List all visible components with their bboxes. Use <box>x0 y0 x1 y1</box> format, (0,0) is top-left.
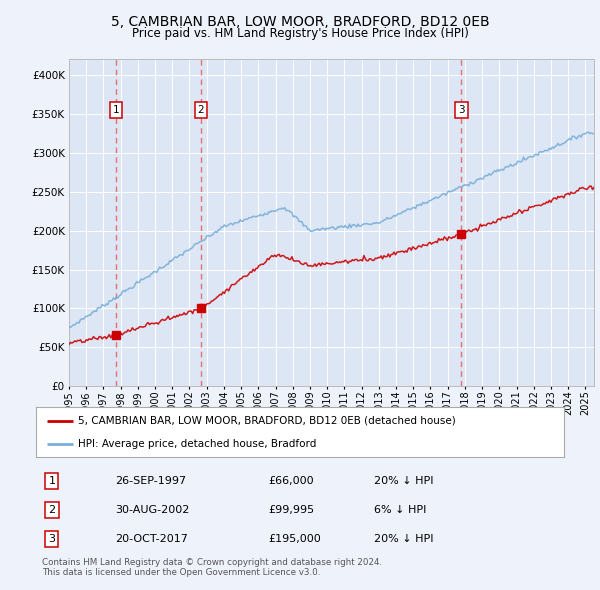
Text: 1: 1 <box>49 476 55 486</box>
Text: £195,000: £195,000 <box>268 535 321 544</box>
Text: £99,995: £99,995 <box>268 505 314 515</box>
Text: HPI: Average price, detached house, Bradford: HPI: Average price, detached house, Brad… <box>78 439 317 449</box>
Text: 5, CAMBRIAN BAR, LOW MOOR, BRADFORD, BD12 0EB: 5, CAMBRIAN BAR, LOW MOOR, BRADFORD, BD1… <box>110 15 490 29</box>
Text: 20% ↓ HPI: 20% ↓ HPI <box>374 535 433 544</box>
Text: 2: 2 <box>197 105 204 114</box>
Text: 5, CAMBRIAN BAR, LOW MOOR, BRADFORD, BD12 0EB (detached house): 5, CAMBRIAN BAR, LOW MOOR, BRADFORD, BD1… <box>78 415 456 425</box>
Text: 1: 1 <box>113 105 119 114</box>
Text: Contains HM Land Registry data © Crown copyright and database right 2024.
This d: Contains HM Land Registry data © Crown c… <box>42 558 382 577</box>
Text: 2: 2 <box>48 505 55 515</box>
Text: £66,000: £66,000 <box>268 476 314 486</box>
Text: 6% ↓ HPI: 6% ↓ HPI <box>374 505 426 515</box>
Text: 20% ↓ HPI: 20% ↓ HPI <box>374 476 433 486</box>
Text: 26-SEP-1997: 26-SEP-1997 <box>115 476 187 486</box>
Text: 20-OCT-2017: 20-OCT-2017 <box>115 535 188 544</box>
Text: 3: 3 <box>458 105 465 114</box>
Text: 30-AUG-2002: 30-AUG-2002 <box>115 505 190 515</box>
Text: 3: 3 <box>49 535 55 544</box>
Text: Price paid vs. HM Land Registry's House Price Index (HPI): Price paid vs. HM Land Registry's House … <box>131 27 469 40</box>
